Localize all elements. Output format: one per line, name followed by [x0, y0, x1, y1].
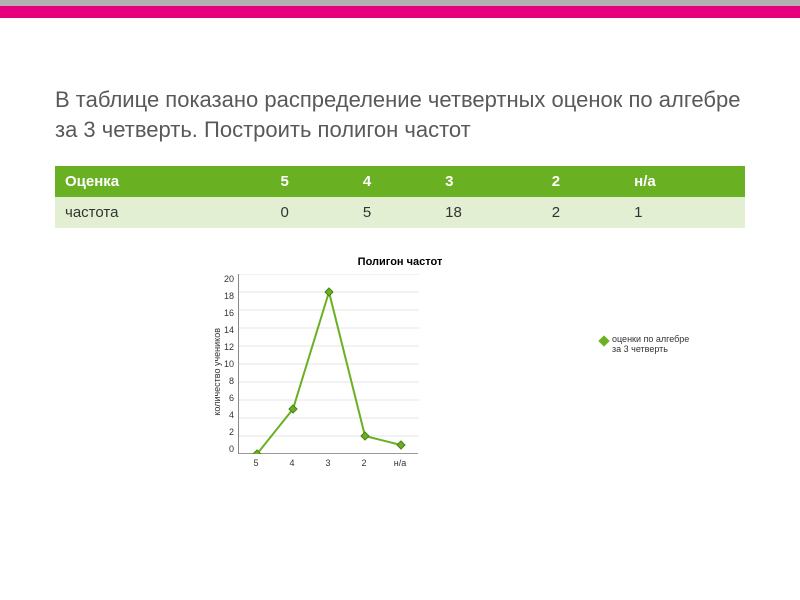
table-cell: 18 [435, 197, 542, 228]
ytick: 6 [224, 393, 234, 403]
frequency-polygon-chart: Полигон частот количество учеников 20 18… [210, 256, 590, 468]
chart-plot [238, 274, 418, 454]
chart-area: количество учеников 20 18 16 14 12 10 8 … [210, 274, 590, 468]
legend-swatch-icon [598, 336, 609, 347]
slide-content: В таблице показано распределение четверт… [0, 0, 800, 468]
table-cell: частота [55, 197, 270, 228]
ytick: 2 [224, 427, 234, 437]
xtick: 2 [346, 458, 382, 468]
legend-label: оценки по алгебре за 3 четверть [612, 334, 700, 354]
chart-x-axis-ticks: 5 4 3 2 н/а [238, 458, 418, 468]
ytick: 0 [224, 444, 234, 454]
ytick: 14 [224, 325, 234, 335]
chart-plot-column: 5 4 3 2 н/а [238, 274, 418, 468]
ytick: 4 [224, 410, 234, 420]
table-cell: 5 [353, 197, 435, 228]
table-header-cell: 3 [435, 166, 542, 197]
table-header-cell: 4 [353, 166, 435, 197]
xtick: 5 [238, 458, 274, 468]
chart-title: Полигон частот [210, 256, 590, 268]
table-header-cell: 5 [270, 166, 352, 197]
slide-title: В таблице показано распределение четверт… [55, 85, 745, 144]
xtick: н/а [382, 458, 418, 468]
table-cell: 2 [542, 197, 624, 228]
top-bar-pink [0, 6, 800, 18]
table-header-cell: н/а [624, 166, 745, 197]
table-header-row: Оценка 5 4 3 2 н/а [55, 166, 745, 197]
ytick: 18 [224, 291, 234, 301]
xtick: 4 [274, 458, 310, 468]
ytick: 12 [224, 342, 234, 352]
table-cell: 0 [270, 197, 352, 228]
ytick: 16 [224, 308, 234, 318]
table-row: частота 0 5 18 2 1 [55, 197, 745, 228]
ytick: 8 [224, 376, 234, 386]
data-table: Оценка 5 4 3 2 н/а частота 0 5 18 2 1 [55, 166, 745, 228]
chart-y-axis-label: количество учеников [210, 328, 224, 416]
table-header-cell: 2 [542, 166, 624, 197]
chart-svg [239, 274, 419, 454]
xtick: 3 [310, 458, 346, 468]
table-cell: 1 [624, 197, 745, 228]
table-header-cell: Оценка [55, 166, 270, 197]
ytick: 10 [224, 359, 234, 369]
ytick: 20 [224, 274, 234, 284]
chart-y-axis-ticks: 20 18 16 14 12 10 8 6 4 2 0 [224, 274, 238, 454]
chart-legend: оценки по алгебре за 3 четверть [600, 334, 700, 354]
top-accent-bar [0, 0, 800, 18]
